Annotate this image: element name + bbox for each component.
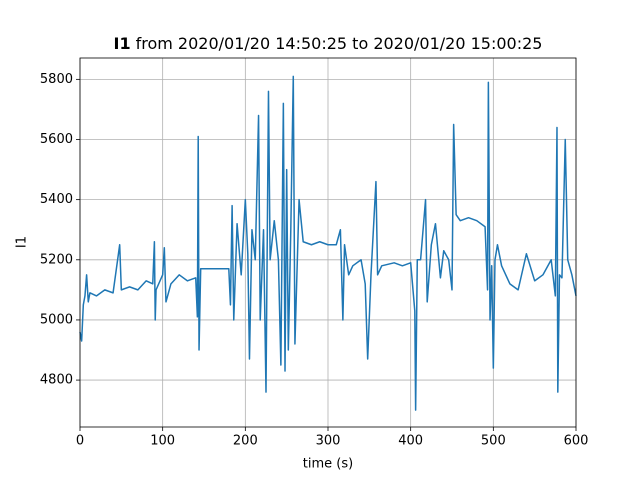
x-tick-label: 500 <box>481 434 506 449</box>
x-tick-label: 200 <box>233 434 258 449</box>
title-bold: I1 <box>114 34 131 53</box>
plot-frame <box>79 57 577 428</box>
x-axis-label: time (s) <box>303 457 353 472</box>
y-tick-label: 5600 <box>40 132 73 147</box>
data-line <box>79 75 577 411</box>
y-tick-label: 5200 <box>40 252 73 267</box>
x-tick-label: 0 <box>76 434 84 449</box>
y-tick-label: 5400 <box>40 192 73 207</box>
x-tick-label: 300 <box>316 434 341 449</box>
x-tick-label: 600 <box>564 434 589 449</box>
x-tick-label: 100 <box>150 434 175 449</box>
x-tick-label: 400 <box>398 434 423 449</box>
y-tick-label: 5000 <box>40 312 73 327</box>
title-rest: from 2020/01/20 14:50:25 to 2020/01/20 1… <box>136 34 543 53</box>
y-tick-label: 4800 <box>40 373 73 388</box>
y-tick-label: 5800 <box>40 72 73 87</box>
chart-title: I1 from 2020/01/20 14:50:25 to 2020/01/20… <box>114 34 543 53</box>
y-axis-label: I1 <box>15 236 30 248</box>
